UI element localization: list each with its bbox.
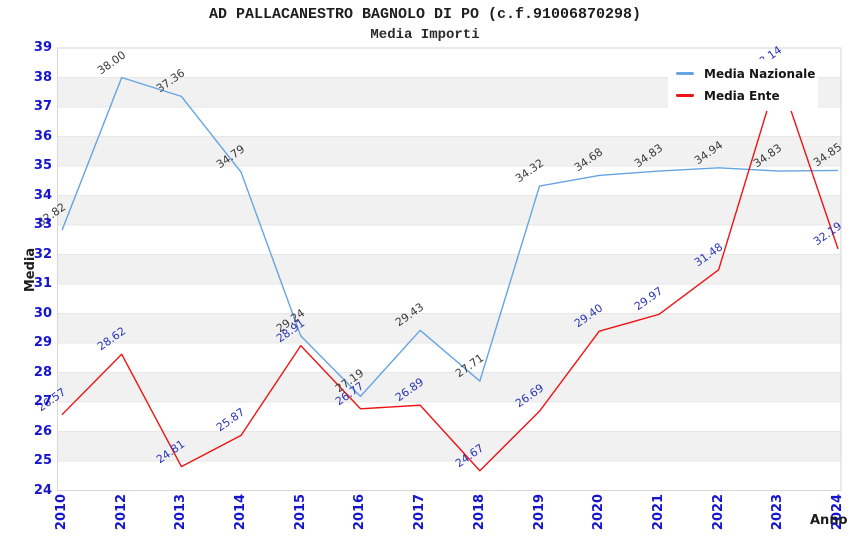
legend-label-media-ente: Media Ente <box>704 88 780 103</box>
grid-band <box>57 431 841 461</box>
legend-label-media-nazionale: Media Nazionale <box>704 66 816 81</box>
grid-band <box>57 461 841 491</box>
grid-band <box>57 225 841 255</box>
media-nazionale-line <box>61 76 839 398</box>
chart-title: AD PALLACANESTRO BAGNOLO DI PO (c.f.9100… <box>208 6 642 23</box>
grid-band <box>57 402 841 432</box>
media-ente-line-swatch <box>676 94 694 97</box>
grid-band <box>57 107 841 137</box>
chart-subtitle: Media Importi <box>370 27 480 43</box>
grid-band <box>57 136 841 166</box>
grid-band <box>57 195 841 225</box>
grid-band <box>57 284 841 314</box>
grid-band <box>57 254 841 284</box>
media-nazionale-line-swatch <box>676 72 694 75</box>
legend-item-media-ente: Media Ente <box>676 88 810 103</box>
grid-band <box>57 166 841 196</box>
plot-border <box>57 47 842 491</box>
legend: Media Nazionale Media Ente <box>668 59 818 111</box>
media-ente-line <box>61 72 839 472</box>
legend-item-media-nazionale: Media Nazionale <box>676 66 815 81</box>
grid-band <box>57 313 841 343</box>
grid-band <box>57 343 841 373</box>
grid-band <box>57 372 841 402</box>
